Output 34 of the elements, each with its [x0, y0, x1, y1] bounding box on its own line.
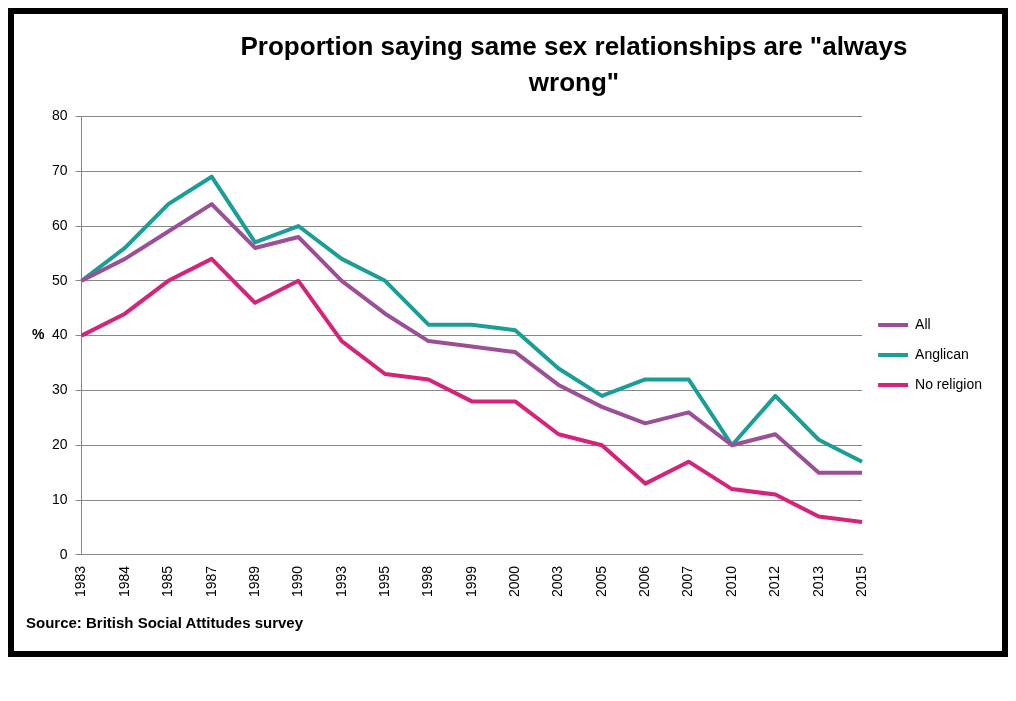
legend-label: All	[915, 315, 931, 332]
x-tick-label: 1985	[159, 565, 176, 598]
source-note: Source: British Social Attitudes survey	[25, 613, 305, 633]
chart-title: Proportion saying same sex relationships are "always wrong"	[239, 30, 909, 99]
y-tick-label: 0	[59, 545, 68, 562]
y-tick-label: 50	[51, 271, 68, 288]
y-axis-title: %	[32, 326, 45, 343]
y-tick-label: 10	[51, 490, 68, 507]
x-tick-label: 2006	[636, 565, 653, 598]
x-tick-label: 1993	[332, 565, 349, 598]
x-tick-label: 1989	[245, 565, 262, 598]
x-tick-label: 2005	[592, 565, 609, 598]
x-tick-label: 1995	[375, 565, 392, 598]
x-tick-label: 2012	[766, 565, 783, 598]
x-tick-label: 2015	[852, 565, 869, 598]
x-tick-label: 1984	[115, 565, 132, 598]
legend-label: No religion	[915, 375, 983, 392]
x-tick-label: 1983	[72, 565, 89, 598]
y-tick-label: 30	[51, 381, 68, 398]
legend-label: Anglican	[915, 345, 969, 362]
y-tick-label: 20	[51, 436, 68, 453]
x-tick-label: 2013	[809, 565, 826, 598]
x-tick-label: 1998	[419, 565, 436, 598]
y-tick-label: 40	[51, 326, 68, 343]
y-tick-label: 60	[51, 216, 68, 233]
x-tick-label: 1999	[462, 565, 479, 598]
x-tick-label: 1987	[202, 565, 219, 598]
x-tick-label: 2010	[722, 565, 739, 598]
x-tick-label: 1990	[289, 565, 306, 598]
y-tick-label: 80	[51, 107, 68, 124]
x-tick-label: 2000	[506, 565, 523, 598]
x-tick-label: 2007	[679, 565, 696, 598]
y-tick-label: 70	[51, 162, 68, 179]
x-tick-label: 2003	[549, 565, 566, 598]
